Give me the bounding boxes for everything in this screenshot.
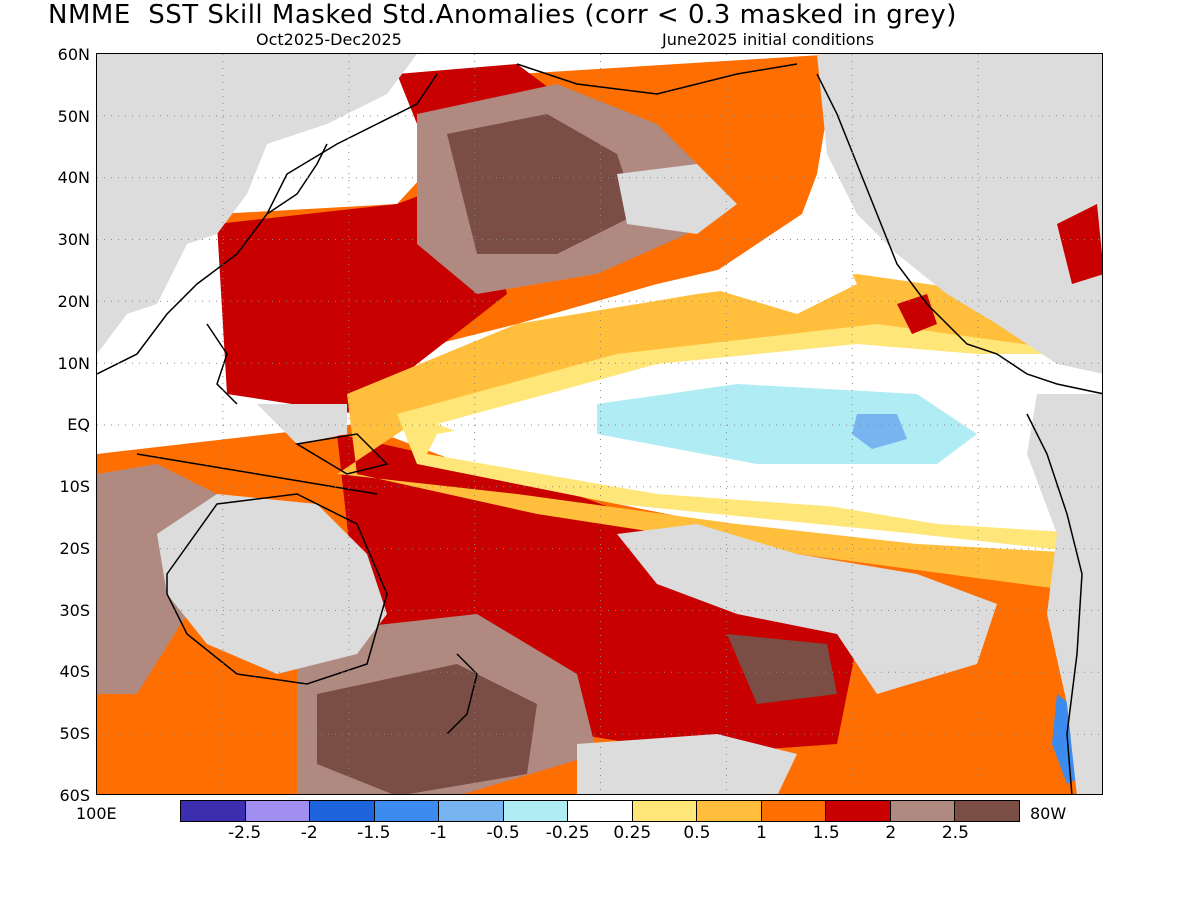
initial-conditions: June2025 initial conditions: [662, 30, 875, 49]
lat-label-20s: 20S: [59, 539, 90, 558]
colorbar-segment: [632, 801, 698, 821]
forecast-period: Oct2025-Dec2025: [256, 30, 402, 49]
colorbar-tick-label: -0.25: [545, 823, 590, 843]
anomaly-region-cool-core: [852, 414, 907, 449]
lon-label-right: 80W: [1030, 804, 1067, 823]
coastline-indonesia: [136, 453, 378, 495]
colorbar-tick-label: -1: [429, 823, 447, 843]
colorbar-segment: [826, 801, 891, 821]
coastline-new-zealand: [446, 653, 478, 735]
mask-region-west-pacific: [257, 404, 347, 444]
colorbar-tick-label: 1: [756, 823, 767, 843]
colorbar-tick-label: -1.5: [357, 823, 391, 843]
mask-region-north-america: [817, 54, 1102, 374]
lat-label-20n: 20N: [57, 292, 90, 311]
lat-label-40n: 40N: [57, 168, 90, 187]
coastline-japan: [266, 143, 328, 215]
coastline-south-america: [1026, 413, 1083, 794]
lat-label-40s: 40S: [59, 662, 90, 681]
colorbar-segment: [181, 801, 246, 821]
coastlines: [97, 63, 1102, 794]
anomaly-region-darkbrown-south: [317, 664, 537, 794]
colorbar-segment: [245, 801, 311, 821]
colorbar-tick-label: -2: [300, 823, 318, 843]
colorbar-tick-label: 0.5: [683, 823, 711, 843]
mask-region-asia: [97, 54, 417, 354]
colorbar-segment: [503, 801, 569, 821]
lat-label-60n: 60N: [57, 45, 90, 64]
colorbar-segment: [568, 801, 633, 821]
lat-label-10s: 10S: [59, 477, 90, 496]
colorbar-segment: [310, 801, 375, 821]
colorbar-segment: [955, 801, 1019, 821]
lat-label-10n: 10N: [57, 354, 90, 373]
colorbar-segment: [761, 801, 827, 821]
colorbar-tick-label: 0.25: [613, 823, 652, 843]
lat-label-50n: 50N: [57, 107, 90, 126]
mask-region-south-america: [1027, 394, 1102, 794]
colorbar-segment: [890, 801, 956, 821]
coastline-philippines: [206, 323, 238, 405]
coastline-alaska: [516, 63, 798, 95]
anomaly-region-dark-red-gulf: [1057, 204, 1102, 284]
colorbar-tick-label: 2.5: [941, 823, 969, 843]
colorbar-segment: [697, 801, 762, 821]
lat-label-eq: EQ: [67, 415, 90, 434]
lat-label-50s: 50S: [59, 724, 90, 743]
mask-region-australia: [157, 494, 387, 674]
coastline-new-guinea: [294, 433, 389, 475]
colorbar-tick-label: -0.5: [486, 823, 520, 843]
map-panel: [96, 53, 1103, 795]
colorbar-segment: [439, 801, 504, 821]
sst-anomaly-map: [97, 54, 1102, 794]
mask-region-south-pacific: [617, 524, 997, 694]
map-title: NMME SST Skill Masked Std.Anomalies (cor…: [48, 0, 957, 30]
lat-label-60s: 60S: [59, 786, 90, 805]
graticule: [97, 54, 1102, 794]
anomaly-region-darkbrown-north: [447, 114, 637, 254]
lon-label-left: 100E: [76, 804, 117, 823]
lat-label-30s: 30S: [59, 601, 90, 620]
mask-region-south-bottom: [577, 734, 797, 794]
colorbar-tick-label: 2: [885, 823, 897, 843]
colorbar: [180, 800, 1020, 822]
colorbar-tick-label: 1.5: [812, 823, 840, 843]
mask-region-north-interior: [617, 164, 737, 234]
colorbar-tick-label: -2.5: [228, 823, 262, 843]
anomaly-region-neutral-north-east: [697, 204, 857, 314]
colorbar-segment: [374, 801, 440, 821]
anomaly-region-brown-southeast: [727, 634, 837, 704]
coastline-australia: [166, 493, 388, 685]
lat-label-30n: 30N: [57, 230, 90, 249]
coastline-north-america: [816, 73, 1102, 395]
